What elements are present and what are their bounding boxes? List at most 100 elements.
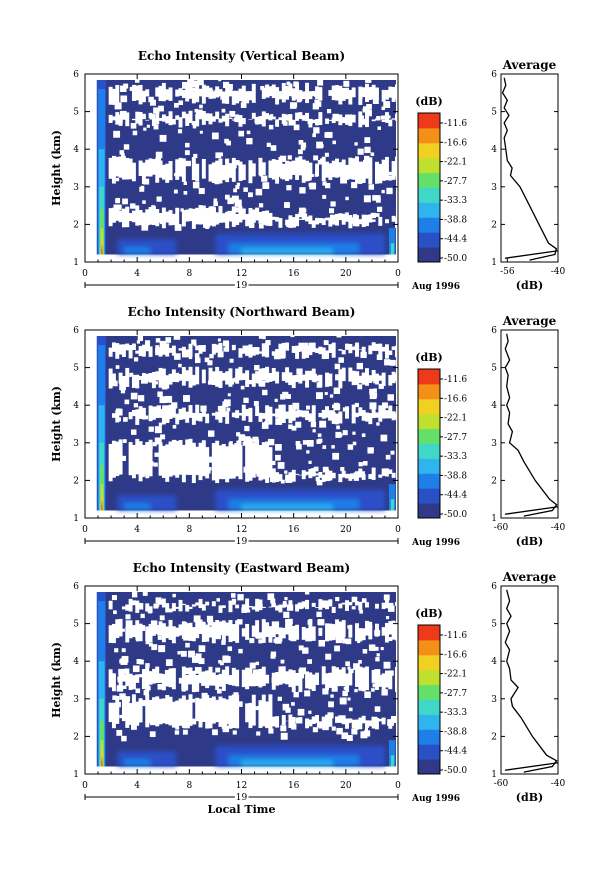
colorbar-swatch bbox=[418, 458, 440, 474]
y-tick-label: 4 bbox=[73, 145, 79, 155]
average-y-label: 3 bbox=[491, 183, 497, 193]
colorbar-swatch bbox=[418, 488, 440, 504]
x-tick-label: 12 bbox=[236, 269, 247, 279]
heatmap-field bbox=[85, 330, 398, 511]
y-axis-label: Height (km) bbox=[50, 130, 63, 206]
panel-title: Echo Intensity (Vertical Beam) bbox=[138, 49, 345, 63]
average-surface-segment bbox=[504, 506, 559, 515]
average-y-label: 1 bbox=[491, 258, 497, 268]
average-y-label: 1 bbox=[491, 514, 497, 524]
colorbar-level: -27.7 bbox=[444, 433, 467, 443]
y-tick-label: 6 bbox=[73, 70, 79, 80]
average-x-label: -40 bbox=[551, 267, 566, 277]
x-tick-label: 12 bbox=[236, 525, 247, 535]
y-tick-label: 2 bbox=[73, 732, 79, 742]
x-tick-label: 8 bbox=[186, 525, 192, 535]
colorbar-level: -22.1 bbox=[444, 414, 467, 424]
colorbar-swatch bbox=[418, 398, 440, 415]
x-tick-label: 8 bbox=[186, 269, 192, 279]
average-y-label: 6 bbox=[491, 326, 497, 336]
colorbar-level: -50.0 bbox=[444, 766, 467, 776]
colorbar-swatch bbox=[418, 744, 440, 760]
y-tick-label: 3 bbox=[73, 183, 79, 193]
colorbar-swatch bbox=[418, 684, 440, 700]
panel-title: Echo Intensity (Eastward Beam) bbox=[133, 561, 350, 575]
average-frame bbox=[500, 329, 559, 519]
x-tick-label: 0 bbox=[395, 269, 401, 279]
x-tick-label: 20 bbox=[340, 269, 352, 279]
colorbar-level: -11.6 bbox=[444, 631, 467, 641]
colorbar-frame bbox=[417, 368, 441, 519]
y-tick-label: 5 bbox=[73, 108, 79, 118]
colorbar-swatch bbox=[418, 113, 440, 129]
echo-column bbox=[96, 589, 396, 767]
enhanced-echo bbox=[117, 233, 385, 255]
average-title: Average bbox=[502, 570, 557, 584]
x-tick-label: 4 bbox=[134, 269, 140, 279]
colorbar-swatch bbox=[418, 669, 440, 686]
average-x-label: -60 bbox=[494, 779, 509, 789]
colorbar-swatch bbox=[418, 625, 440, 641]
colorbar-unit: (dB) bbox=[415, 95, 442, 108]
y-tick-label: 5 bbox=[73, 364, 79, 374]
y-tick-label: 6 bbox=[73, 326, 79, 336]
x-tick-label: 4 bbox=[134, 781, 140, 791]
colorbar-level: -16.6 bbox=[444, 650, 467, 660]
colorbar-swatch bbox=[418, 729, 440, 745]
colorbar-swatch bbox=[418, 699, 440, 715]
average-title: Average bbox=[502, 58, 557, 72]
average-profile-line bbox=[501, 77, 558, 261]
average-profile: Average 1 2 3 4 5 6 -60 -40 (dB) bbox=[491, 570, 565, 804]
date-month-year: Aug 1996 bbox=[411, 794, 460, 804]
colorbar-swatch bbox=[418, 187, 440, 203]
y-tick-label: 3 bbox=[73, 439, 79, 449]
x-tick-label: 0 bbox=[395, 781, 401, 791]
colorbar-level: -44.4 bbox=[444, 235, 467, 245]
colorbar-level: -11.6 bbox=[444, 119, 467, 129]
colorbar-swatch bbox=[418, 369, 440, 385]
average-y-label: 1 bbox=[491, 770, 497, 780]
colorbar-level: -33.3 bbox=[444, 196, 467, 206]
x-tick-label: 20 bbox=[340, 781, 352, 791]
average-y-label: 5 bbox=[491, 108, 497, 118]
y-tick-label: 4 bbox=[73, 401, 79, 411]
y-axis-label: Height (km) bbox=[50, 386, 63, 462]
colorbar-level: -33.3 bbox=[444, 452, 467, 462]
average-y-label: 3 bbox=[491, 439, 497, 449]
average-title: Average bbox=[502, 314, 557, 328]
x-tick-label: 0 bbox=[82, 269, 88, 279]
colorbar-level: -44.4 bbox=[444, 747, 467, 757]
colorbar-swatch bbox=[418, 639, 440, 656]
date-day: 19 bbox=[236, 281, 248, 291]
average-x-label: -60 bbox=[494, 523, 509, 533]
colorbar-level: -27.7 bbox=[444, 689, 467, 699]
x-tick-label: 16 bbox=[288, 269, 300, 279]
colorbar-swatch bbox=[418, 127, 440, 144]
y-tick-label: 2 bbox=[73, 220, 79, 230]
date-day: 19 bbox=[236, 537, 248, 547]
average-y-label: 2 bbox=[491, 220, 497, 230]
colorbar-swatch bbox=[418, 714, 440, 730]
x-tick-label: 8 bbox=[186, 781, 192, 791]
heatmap-field bbox=[85, 74, 398, 255]
enhanced-echo bbox=[117, 489, 385, 511]
colorbar-level: -50.0 bbox=[444, 254, 467, 264]
x-tick-label: 16 bbox=[288, 781, 300, 791]
colorbar-swatch bbox=[418, 202, 440, 218]
y-tick-label: 1 bbox=[73, 770, 79, 780]
colorbar-level: -38.8 bbox=[444, 215, 467, 225]
average-y-label: 4 bbox=[491, 145, 497, 155]
colorbar-level: -38.8 bbox=[444, 471, 467, 481]
x-tick-label: 16 bbox=[288, 525, 300, 535]
x-tick-label: 4 bbox=[134, 525, 140, 535]
colorbar-level: -16.6 bbox=[444, 394, 467, 404]
colorbar: (dB) -11.6 -16.6 -22.1 -27.7 -33.3 -38.8 -44.4 -… bbox=[415, 607, 467, 776]
colorbar-level: -33.3 bbox=[444, 708, 467, 718]
colorbar-level: -11.6 bbox=[444, 375, 467, 385]
colorbar-swatch bbox=[418, 473, 440, 489]
date-day: 19 bbox=[236, 793, 248, 803]
colorbar-level: -16.6 bbox=[444, 138, 467, 148]
